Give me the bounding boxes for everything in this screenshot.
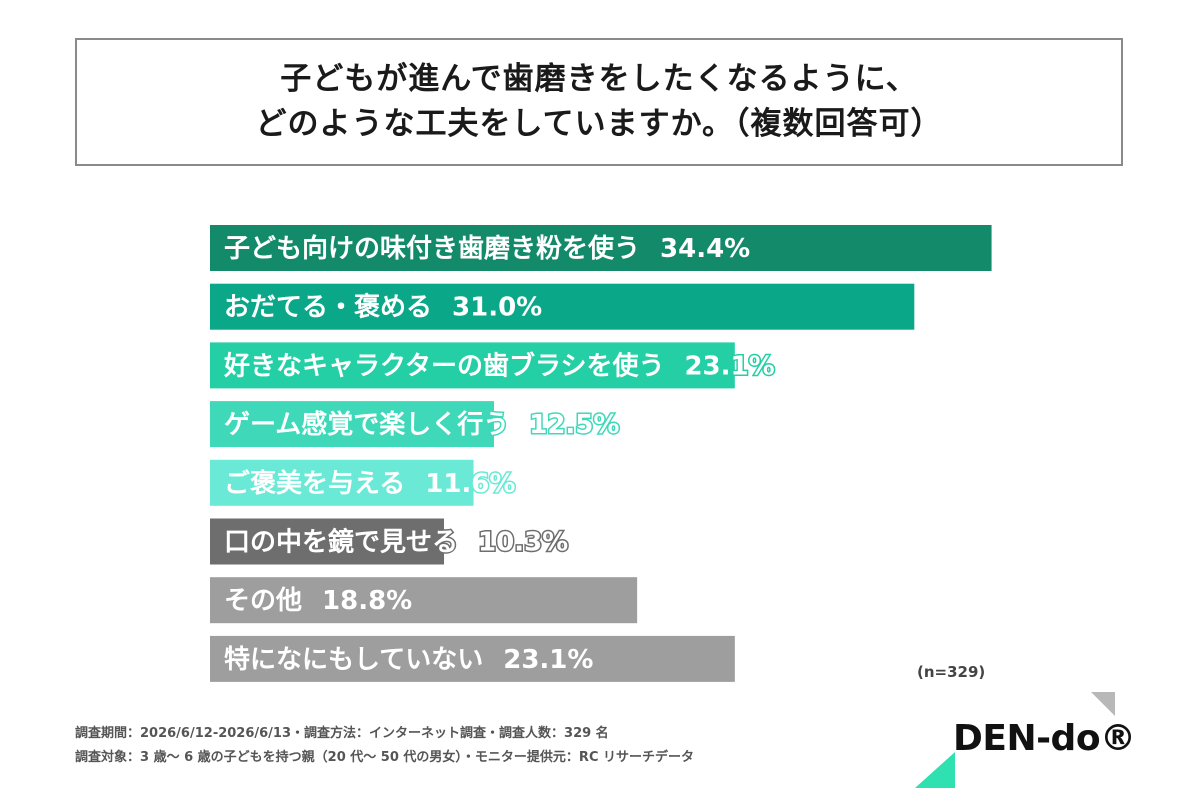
category-label: 子ども向けの味付き歯磨き粉を使う: [224, 233, 640, 264]
logo-decoration: [915, 692, 1115, 788]
brand-logo: DEN-do®: [915, 692, 1136, 788]
bar-label-6: 口の中を鏡で見せる 10.3%: [224, 527, 568, 558]
value-label: 18.8%: [322, 586, 412, 616]
bar-label-3: 好きなキャラクターの歯ブラシを使う 23.1%: [223, 350, 775, 381]
category-label: 特になにもしていない: [224, 644, 483, 675]
category-label: 好きなキャラクターの歯ブラシを使う: [223, 350, 664, 381]
bar-label-7: その他 18.8%: [224, 586, 412, 616]
bar-label-2: おだてる・褒める 31.0%: [224, 293, 542, 323]
title-line-2: どのような工夫をしていますか。（複数回答可）: [255, 106, 943, 142]
logo-corner-triangle: [1091, 692, 1115, 716]
sample-size-note: (n=329): [917, 663, 986, 681]
bar-6: [210, 518, 445, 565]
category-label: 口の中を鏡で見せる: [224, 527, 458, 558]
bar-4: [210, 401, 494, 448]
bar-label-8: 特になにもしていない 23.1%: [224, 644, 593, 675]
survey-period-line: 調査期間：2026/6/12-2026/6/13・調査方法：インターネット調査・…: [75, 726, 609, 741]
value-label: 11.6%: [425, 469, 515, 499]
bar-8: [210, 635, 735, 682]
value-label: 34.4%: [660, 234, 750, 264]
bar-label-5: ご褒美を与える 11.6%: [224, 468, 515, 499]
bar-2: [210, 283, 915, 330]
category-label: ゲーム感覚で楽しく行う: [224, 409, 509, 440]
value-label: 12.5%: [529, 410, 619, 440]
bar-5: [210, 459, 474, 506]
category-label: おだてる・褒める: [224, 293, 432, 323]
logo-accent-triangle: [915, 752, 955, 788]
value-label: 10.3%: [478, 528, 568, 558]
survey-footer: 調査期間：2026/6/12-2026/6/13・調査方法：インターネット調査・…: [75, 722, 694, 770]
title-box: 子どもが進んで歯磨きをしたくなるように、 どのような工夫をしていますか。（複数回…: [75, 38, 1123, 166]
title-line-1: 子どもが進んで歯磨きをしたくなるように、: [280, 61, 918, 98]
category-label: ご褒美を与える: [224, 468, 405, 499]
bar-label-4: ゲーム感覚で楽しく行う 12.5%: [224, 409, 619, 440]
value-label: 23.1%: [684, 351, 774, 381]
category-label: その他: [224, 586, 302, 616]
bar-label-1: 子ども向けの味付き歯磨き粉を使う 34.4%: [224, 233, 750, 264]
bar-3: [210, 342, 735, 389]
survey-target-line: 調査対象：3 歳～ 6 歳の子どもを持つ親（20 代～ 50 代の男女）・モニタ…: [75, 750, 695, 765]
bar-7: [210, 577, 638, 624]
value-label: 31.0%: [452, 293, 542, 323]
logo-text: DEN-do®: [953, 718, 1136, 759]
value-label: 23.1%: [503, 645, 593, 675]
bar-1: [210, 225, 992, 271]
